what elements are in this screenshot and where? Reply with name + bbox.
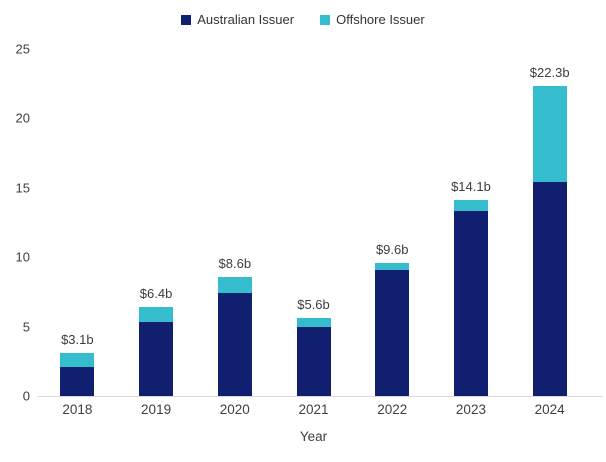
bar-total-label-2018: $3.1b xyxy=(61,331,94,347)
y-tick-label-25: 25 xyxy=(15,41,30,57)
x-axis-title: Year xyxy=(299,429,328,444)
bar-slot-2024: $22.3b xyxy=(510,49,589,396)
x-tick-label-2023: 2023 xyxy=(455,402,486,417)
x-tick-label-2024: 2024 xyxy=(534,402,565,417)
bar-total-label-2024: $22.3b xyxy=(529,65,570,81)
offshore-issuer-segment-2024 xyxy=(532,86,567,183)
offshore-issuer-swatch-icon xyxy=(320,14,331,25)
x-tick-label-2020: 2020 xyxy=(219,402,250,417)
y-axis: 0 5 10 15 20 25 xyxy=(0,42,30,404)
offshore-issuer-segment-2018 xyxy=(60,352,95,367)
offshore-issuer-segment-2022 xyxy=(375,262,410,270)
bar-total-label-2023: $14.1b xyxy=(451,179,491,195)
y-tick-label-5: 5 xyxy=(22,319,30,335)
bar-total-label-2022: $9.6b xyxy=(375,241,409,257)
offshore-issuer-segment-2021 xyxy=(296,318,331,327)
bar-slot-2019: $6.4b xyxy=(117,49,196,396)
x-axis: 2018 2019 2020 2021 2022 2023 2024 xyxy=(38,402,589,417)
y-tick-label-15: 15 xyxy=(15,180,30,196)
legend-item-offshore-issuer: Offshore Issuer xyxy=(320,12,425,27)
australian-issuer-segment-2024 xyxy=(532,182,567,396)
bar-total-label-2020: $8.6b xyxy=(218,255,252,271)
australian-issuer-segment-2022 xyxy=(375,269,410,396)
bar-slot-2018: $3.1b xyxy=(38,49,117,396)
bar-total-label-2021: $5.6b xyxy=(297,297,330,313)
bar-total-label-2019: $6.4b xyxy=(139,286,173,302)
plot-area: $3.1b $6.4b $8.6b $5.6b $9.6b $14.1b $22.3b xyxy=(38,49,589,396)
x-tick-label-2018: 2018 xyxy=(62,402,93,417)
australian-issuer-segment-2018 xyxy=(60,366,95,396)
x-tick-label-2021: 2021 xyxy=(298,402,329,417)
australian-issuer-segment-2020 xyxy=(217,293,252,396)
x-tick-label-2022: 2022 xyxy=(377,402,408,417)
australian-issuer-segment-2021 xyxy=(296,326,331,396)
legend-label-offshore-issuer: Offshore Issuer xyxy=(336,12,425,27)
y-tick-label-10: 10 xyxy=(15,249,30,265)
x-axis-line xyxy=(38,396,603,397)
australian-issuer-swatch-icon xyxy=(181,14,192,25)
x-tick-label-2019: 2019 xyxy=(141,402,172,417)
legend-item-australian-issuer: Australian Issuer xyxy=(181,12,294,27)
legend: Australian Issuer Offshore Issuer xyxy=(0,12,606,27)
bar-slot-2020: $8.6b xyxy=(195,49,274,396)
offshore-issuer-segment-2020 xyxy=(217,276,252,294)
legend-label-australian-issuer: Australian Issuer xyxy=(197,12,295,27)
bar-slot-2021: $5.6b xyxy=(274,49,353,396)
australian-issuer-segment-2023 xyxy=(453,211,488,396)
bar-slot-2022: $9.6b xyxy=(353,49,432,396)
y-tick-label-0: 0 xyxy=(22,388,30,404)
australian-issuer-segment-2019 xyxy=(139,322,174,396)
offshore-issuer-segment-2019 xyxy=(139,307,174,323)
offshore-issuer-segment-2023 xyxy=(453,200,488,212)
y-tick-label-20: 20 xyxy=(15,110,30,126)
bar-slot-2023: $14.1b xyxy=(432,49,511,396)
